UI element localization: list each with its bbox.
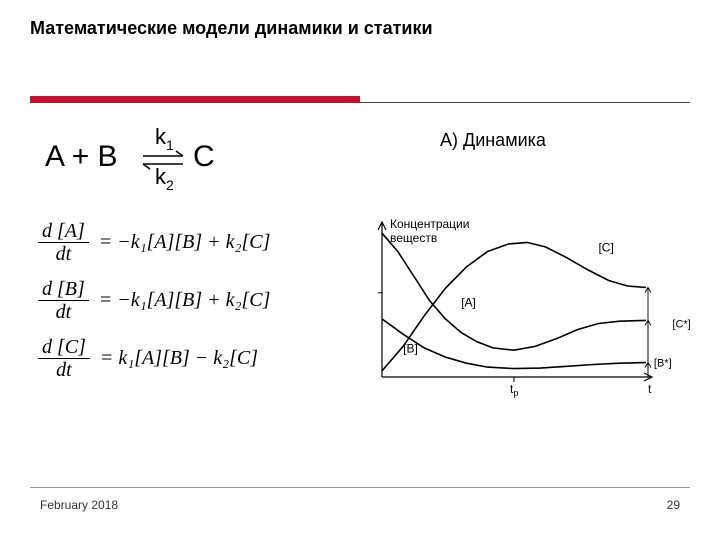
footer-page-number: 29 xyxy=(667,498,680,512)
x-axis-label: t xyxy=(648,382,652,396)
series-label: [A] xyxy=(461,296,476,310)
derivative-fraction: d [A]dt xyxy=(38,220,89,265)
equation-rhs: = −k₁[A][B] + k₂[C] xyxy=(99,231,271,254)
x-tick-tp: tр xyxy=(510,382,518,398)
derivative-fraction: d [B]dt xyxy=(38,278,89,323)
ode-equation: d [C]dt = k₁[A][B] − k₂[C] xyxy=(38,334,270,382)
equation-rhs: = −k₁[A][B] + k₂[C] xyxy=(99,289,271,312)
reaction-svg: A + B k1 k2 C xyxy=(45,122,235,192)
series-label: [C] xyxy=(598,241,613,255)
equation-rhs: = k₁[A][B] − k₂[C] xyxy=(100,347,258,370)
divider-line xyxy=(30,102,690,103)
fraction-numerator: d [A] xyxy=(38,220,89,243)
series-curve xyxy=(382,319,646,369)
fraction-numerator: d [C] xyxy=(38,336,90,359)
fraction-denominator: dt xyxy=(52,301,76,323)
derivative-fraction: d [C]dt xyxy=(38,336,90,381)
k2-label: k2 xyxy=(155,164,174,192)
chart-svg: Концентрациивеществ[A][B][C]tрt[B*][C*][… xyxy=(360,218,690,403)
slide-title: Математические модели динамики и статики xyxy=(30,18,433,39)
fraction-denominator: dt xyxy=(52,243,76,265)
k1-label: k1 xyxy=(155,124,174,153)
series-curve xyxy=(382,242,646,371)
footer-date: February 2018 xyxy=(40,498,118,512)
fraction-numerator: d [B] xyxy=(38,278,89,301)
footer-divider xyxy=(30,487,690,488)
reaction-rhs: C xyxy=(193,140,215,173)
y-axis-title-line: Концентрации xyxy=(390,218,469,231)
ode-equation: d [A]dt = −k₁[A][B] + k₂[C] xyxy=(38,218,270,266)
steady-state-label: [B*] xyxy=(654,357,672,369)
ode-equations: d [A]dt= −k₁[A][B] + k₂[C]d [B]dt= −k₁[A… xyxy=(38,218,270,392)
reaction-equation: A + B k1 k2 C xyxy=(45,122,235,200)
subtitle-dynamics: А) Динамика xyxy=(440,130,546,151)
fraction-denominator: dt xyxy=(52,359,76,381)
y-axis-title-line: веществ xyxy=(390,231,437,245)
steady-state-label: [C*] xyxy=(672,318,690,330)
ode-equation: d [B]dt = −k₁[A][B] + k₂[C] xyxy=(38,276,270,324)
reaction-lhs: A + B xyxy=(45,140,118,173)
concentration-chart: Концентрациивеществ[A][B][C]tрt[B*][C*][… xyxy=(360,218,690,403)
